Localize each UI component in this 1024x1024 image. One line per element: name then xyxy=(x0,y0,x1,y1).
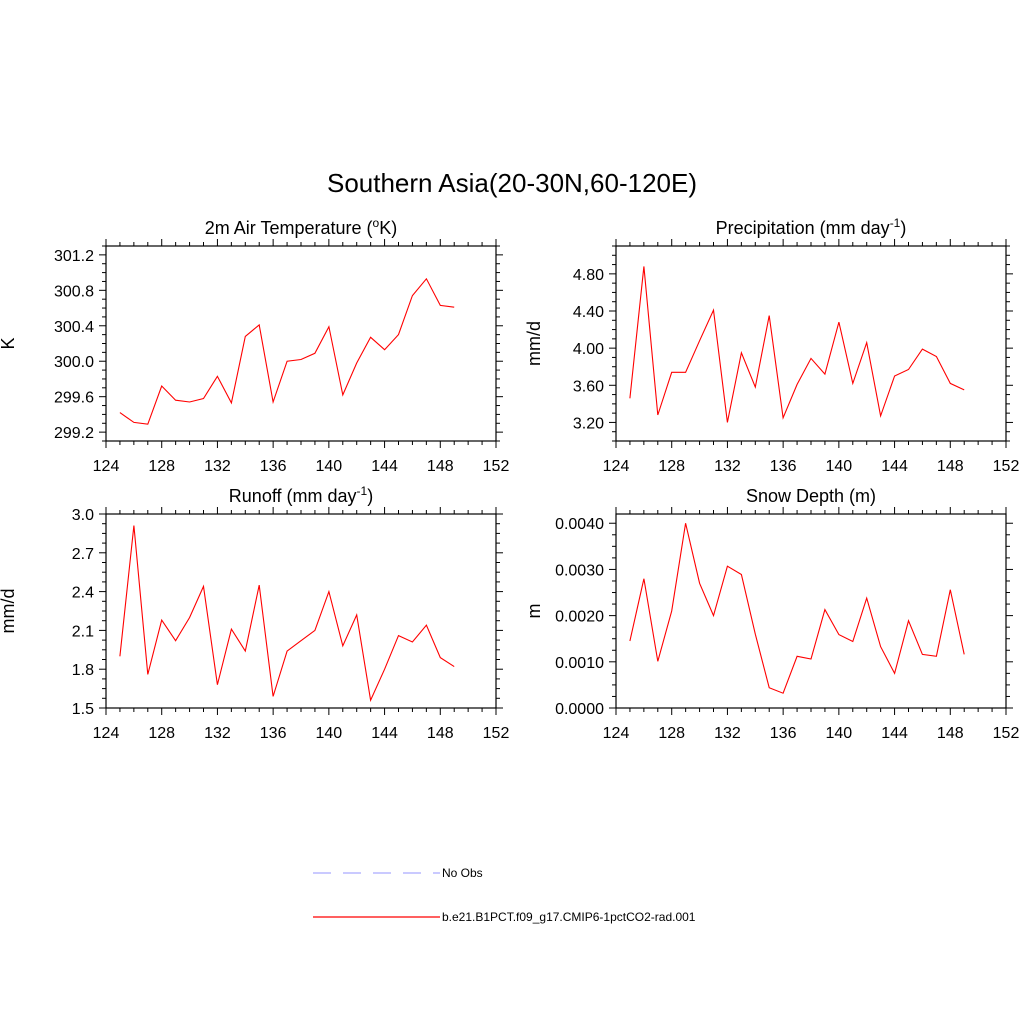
x-tick-label: 140 xyxy=(826,725,853,742)
y-axis-label: K xyxy=(0,337,18,349)
x-tick-label: 148 xyxy=(427,458,454,475)
x-tick-label: 128 xyxy=(148,458,175,475)
y-tick-label: 300.0 xyxy=(54,354,94,371)
x-tick-label: 140 xyxy=(316,725,343,742)
y-tick-label: 1.8 xyxy=(72,662,94,679)
y-tick-label: 0.0040 xyxy=(555,516,604,533)
x-tick-label: 144 xyxy=(881,458,908,475)
x-tick-label: 136 xyxy=(260,725,287,742)
y-tick-label: 301.2 xyxy=(54,248,94,265)
y-tick-label: 299.6 xyxy=(54,390,94,407)
panel-title: Precipitation (mm day-1) xyxy=(716,216,907,238)
x-tick-label: 148 xyxy=(937,725,964,742)
x-tick-label: 152 xyxy=(483,725,510,742)
panel-title-main: Precipitation (mm day xyxy=(716,218,890,238)
panel-title: Snow Depth (m) xyxy=(746,486,876,506)
x-tick-label: 136 xyxy=(770,725,797,742)
y-tick-label: 0.0020 xyxy=(555,609,604,626)
panel-title-superscript: -1 xyxy=(890,216,901,230)
panel-precipitation: Precipitation (mm day-1) mm/d 124 128 132 136… xyxy=(524,216,1019,475)
y-axis-label: mm/d xyxy=(0,589,18,634)
panel-title-superscript: -1 xyxy=(357,484,368,498)
panel-title-tail: K) xyxy=(379,218,397,238)
x-tick-label: 144 xyxy=(371,458,398,475)
y-tick-label: 2.7 xyxy=(72,546,94,563)
y-tick-label: 0.0010 xyxy=(555,655,604,672)
y-axis-label: m xyxy=(524,604,544,619)
y-tick-label: 0.0030 xyxy=(555,562,604,579)
x-tick-label: 132 xyxy=(714,458,741,475)
panel-title-main: 2m Air Temperature ( xyxy=(205,218,373,238)
plot-frame xyxy=(105,245,497,442)
x-tick-label: 152 xyxy=(993,458,1020,475)
x-tick-label: 140 xyxy=(316,458,343,475)
plot-frame xyxy=(105,513,497,709)
panel-title: 2m Air Temperature (oK) xyxy=(205,216,397,238)
x-tick-label: 152 xyxy=(993,725,1020,742)
y-tick-label: 3.0 xyxy=(72,507,94,524)
y-tick-label: 2.4 xyxy=(72,585,94,602)
y-tick-label: 0.0000 xyxy=(555,701,604,718)
panel-temperature: 2m Air Temperature (oK) K 124 128 132 136 140 1… xyxy=(0,216,509,475)
y-tick-label: 300.8 xyxy=(54,283,94,300)
series-line xyxy=(119,525,455,703)
x-tick-label: 144 xyxy=(371,725,398,742)
x-tick-label: 128 xyxy=(658,725,685,742)
series-line xyxy=(629,266,965,423)
series-line xyxy=(629,523,965,694)
plot-frame xyxy=(615,513,1007,709)
panel-title-main: Runoff (mm day xyxy=(229,486,357,506)
series-line xyxy=(119,277,455,425)
legend-label-model-run: b.e21.B1PCT.f09_g17.CMIP6-1pctCO2-rad.00… xyxy=(442,910,696,924)
y-tick-label: 4.80 xyxy=(573,267,604,284)
x-tick-label: 124 xyxy=(603,458,630,475)
y-axis-label: mm/d xyxy=(524,321,544,366)
panel-title-tail: ) xyxy=(900,218,906,238)
x-tick-label: 136 xyxy=(770,458,797,475)
x-tick-label: 132 xyxy=(714,725,741,742)
legend: No Obs b.e21.B1PCT.f09_g17.CMIP6-1pctCO2… xyxy=(313,866,696,924)
y-tick-label: 300.4 xyxy=(54,319,94,336)
y-tick-label: 2.1 xyxy=(72,623,94,640)
panel-title-tail: ) xyxy=(367,486,373,506)
x-tick-label: 140 xyxy=(826,458,853,475)
x-tick-label: 148 xyxy=(427,725,454,742)
y-tick-label: 4.00 xyxy=(573,341,604,358)
figure-title: Southern Asia(20-30N,60-120E) xyxy=(327,168,697,198)
panel-title-main: Snow Depth (m) xyxy=(746,486,876,506)
y-tick-label: 4.40 xyxy=(573,304,604,321)
y-tick-label: 1.5 xyxy=(72,701,94,718)
panel-title-superscript: o xyxy=(373,216,380,230)
y-tick-label: 299.2 xyxy=(54,425,94,442)
x-tick-label: 132 xyxy=(204,458,231,475)
x-tick-label: 148 xyxy=(937,458,964,475)
x-tick-label: 124 xyxy=(93,725,120,742)
x-tick-label: 132 xyxy=(204,725,231,742)
panel-runoff: Runoff (mm day-1) mm/d 124 128 132 136 140 144 1… xyxy=(0,484,509,742)
legend-label-no-obs: No Obs xyxy=(442,866,483,880)
y-tick-label: 3.60 xyxy=(573,378,604,395)
x-tick-label: 128 xyxy=(658,458,685,475)
plot-frame xyxy=(615,245,1007,442)
panel-title: Runoff (mm day-1) xyxy=(229,484,373,506)
x-tick-label: 144 xyxy=(881,725,908,742)
x-tick-label: 152 xyxy=(483,458,510,475)
x-tick-label: 136 xyxy=(260,458,287,475)
x-tick-label: 124 xyxy=(93,458,120,475)
y-tick-label: 3.20 xyxy=(573,415,604,432)
panel-snow-depth: Snow Depth (m) m 124 128 132 136 140 144 148 152 0… xyxy=(524,486,1019,742)
x-tick-label: 128 xyxy=(148,725,175,742)
x-tick-label: 124 xyxy=(603,725,630,742)
